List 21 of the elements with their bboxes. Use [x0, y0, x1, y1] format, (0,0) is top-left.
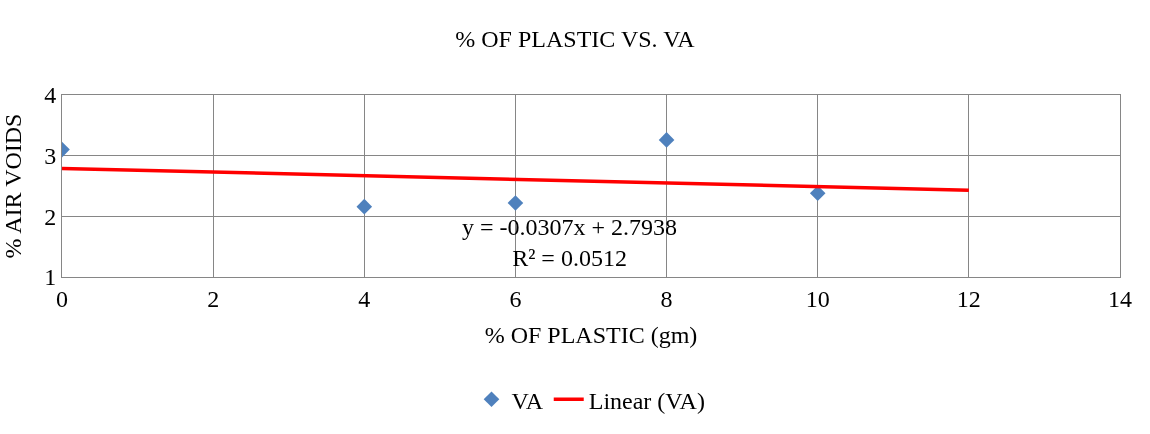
x-tick-label: 6 — [509, 285, 522, 312]
x-tick-label: 8 — [660, 285, 673, 312]
x-tick-label: 2 — [207, 285, 220, 312]
point — [356, 198, 373, 215]
x-tick-label: 14 — [1108, 285, 1132, 312]
y-axis-title: % AIR VOIDS — [0, 113, 27, 259]
x-axis-title: % OF PLASTIC (gm) — [484, 322, 698, 349]
chart-title: % OF PLASTIC VS. VA — [455, 26, 696, 53]
x-tick-label: 10 — [805, 285, 830, 312]
point — [658, 132, 675, 148]
y-tick-label: 1 — [44, 264, 57, 291]
point — [507, 195, 524, 211]
x-tick-label: 0 — [56, 285, 68, 312]
legend-label: VA — [511, 387, 544, 414]
x-tick-label: 4 — [358, 285, 371, 312]
y-tick-label: 2 — [44, 203, 57, 230]
y-tick-label: 4 — [44, 82, 57, 109]
x-tick-label: 12 — [956, 285, 981, 312]
annotation: y = -0.0307x + 2.7938 R² = 0.0512 — [462, 214, 678, 272]
y-tick-label: 3 — [44, 143, 57, 170]
legend-label: Linear (VA) — [588, 387, 705, 414]
